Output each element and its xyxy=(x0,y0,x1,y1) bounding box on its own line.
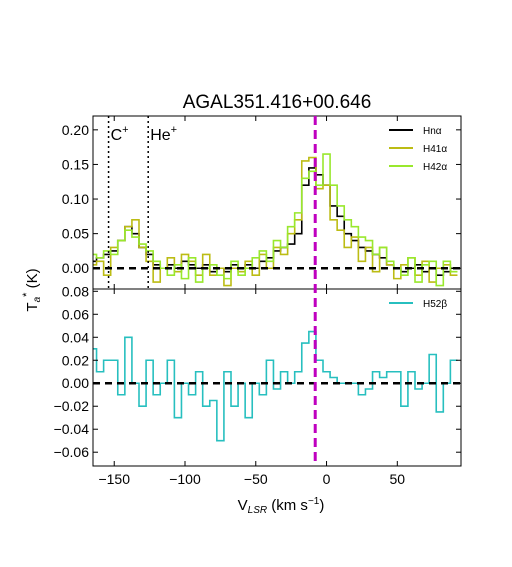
x-axis-label-main: V xyxy=(238,497,248,514)
bottom-y-tick-label: 0.08 xyxy=(62,283,89,299)
x-tick-label: −150 xyxy=(98,471,130,487)
bottom-panel: −0.06 −0.04 −0.02 0.00 0.02 0.04 0.06 0.08 −150 −… xyxy=(54,283,462,487)
marker-label-0: C+ xyxy=(111,124,129,144)
top-y-tick-label: 0.20 xyxy=(62,122,89,138)
x-tick-label: −50 xyxy=(244,471,268,487)
marker-label-sup: + xyxy=(171,124,177,136)
top-y-tick-label: 0.15 xyxy=(62,156,89,172)
series-line-top-1 xyxy=(93,156,458,287)
x-tick-label: 0 xyxy=(323,471,331,487)
bottom-legend: H52β xyxy=(389,299,447,310)
x-tick-label: 50 xyxy=(390,471,406,487)
chart-title: AGAL351.416+00.646 xyxy=(183,92,372,113)
y-axis-label: Ta* (K) xyxy=(21,268,43,311)
y-axis-label-sub: a xyxy=(32,296,43,302)
marker-label-1: He+ xyxy=(150,124,177,144)
y-axis-label-unit: (K) xyxy=(24,268,41,292)
x-axis-label-sub: LSR xyxy=(248,505,267,516)
bottom-y-tick-label: −0.04 xyxy=(54,421,90,437)
top-y-tick-label: 0.10 xyxy=(62,191,89,207)
x-tick-label: −100 xyxy=(169,471,201,487)
y-axis-label-main: T xyxy=(24,302,41,311)
legend-label: H42α xyxy=(423,162,447,173)
x-axis-label-unit: (km s xyxy=(267,497,308,514)
bottom-y-tick-label: −0.02 xyxy=(54,398,90,414)
bottom-axes-frame xyxy=(92,288,462,467)
overlay-lines: C+ He+ xyxy=(107,116,317,466)
marker-label-main: He xyxy=(150,127,171,144)
bottom-y-tick-label: 0.04 xyxy=(62,329,89,345)
legend-label: H52β xyxy=(423,299,447,310)
y-axis-label-sup: * xyxy=(21,292,33,297)
top-y-tick-label: 0.00 xyxy=(62,260,89,276)
top-plot-area xyxy=(93,153,461,287)
x-axis-label-close: ) xyxy=(319,497,324,514)
x-axis-label-exp: −1 xyxy=(308,496,320,507)
top-y-tick-label: 0.05 xyxy=(62,226,89,242)
bottom-y-tick-label: 0.00 xyxy=(62,375,89,391)
marker-label-sup: + xyxy=(122,124,128,136)
bottom-plot-area xyxy=(93,330,461,442)
bottom-y-tick-label: −0.06 xyxy=(54,444,90,460)
marker-label-main: C xyxy=(111,127,123,144)
legend-label: H41α xyxy=(423,144,447,155)
bottom-y-tick-label: 0.02 xyxy=(62,352,89,368)
top-legend: Hnα H41α H42α xyxy=(389,126,447,173)
x-axis-label: VLSR (km s−1) xyxy=(238,496,325,516)
bottom-y-tick-label: 0.06 xyxy=(62,306,89,322)
legend-label: Hnα xyxy=(423,126,442,137)
series-line-bottom-0 xyxy=(93,330,458,442)
